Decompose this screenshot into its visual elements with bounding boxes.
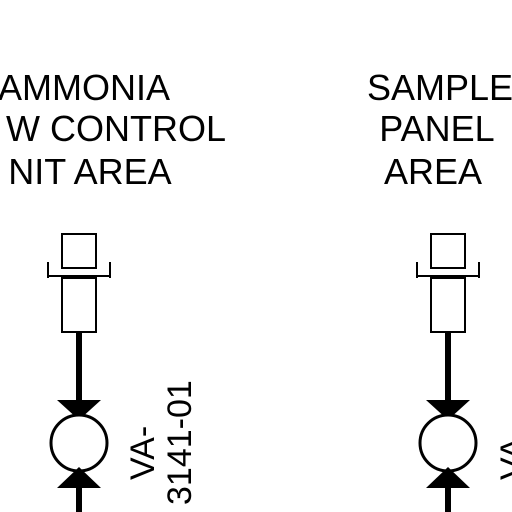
right-connector-cap-symbol: [430, 233, 466, 269]
left-area-label-line-2: W CONTROL: [6, 108, 226, 149]
right-sample-connection: [416, 233, 480, 512]
left-valve-tag-line-2: 3141-01: [161, 380, 199, 505]
left-connector-bracket-symbol: [47, 262, 111, 278]
right-connector-body-symbol: [430, 277, 466, 333]
left-valve-body-symbol: [49, 413, 109, 473]
right-connector-bracket-symbol: [416, 262, 480, 278]
right-valve-tag-line-1: VA-: [494, 426, 512, 480]
left-connector-cap-symbol: [61, 233, 97, 269]
right-valve-body-symbol: [418, 413, 478, 473]
left-valve-tag-line-1: VA-: [124, 426, 162, 480]
left-valve-tag: VA- 3141-01: [124, 380, 199, 505]
left-valve-lower-triangle: [57, 467, 101, 488]
right-area-label-line-1: SAMPLE: [367, 67, 512, 108]
left-connector-body-symbol: [61, 277, 97, 333]
right-area-label: SAMPLE PANEL AREA: [367, 67, 512, 192]
right-area-label-line-3: AREA: [384, 151, 482, 192]
left-valve-upper-triangle: [57, 400, 101, 420]
right-valve-lower-triangle: [426, 467, 470, 488]
left-area-label-line-1: AMMONIA: [0, 67, 170, 108]
right-valve-upper-triangle: [426, 400, 470, 420]
right-area-label-line-2: PANEL: [379, 108, 494, 149]
left-area-label: AMMONIA W CONTROL NIT AREA: [0, 67, 226, 192]
left-sample-connection: [47, 233, 111, 512]
left-area-label-line-3: NIT AREA: [8, 151, 171, 192]
right-valve-tag: VA-: [494, 426, 512, 480]
